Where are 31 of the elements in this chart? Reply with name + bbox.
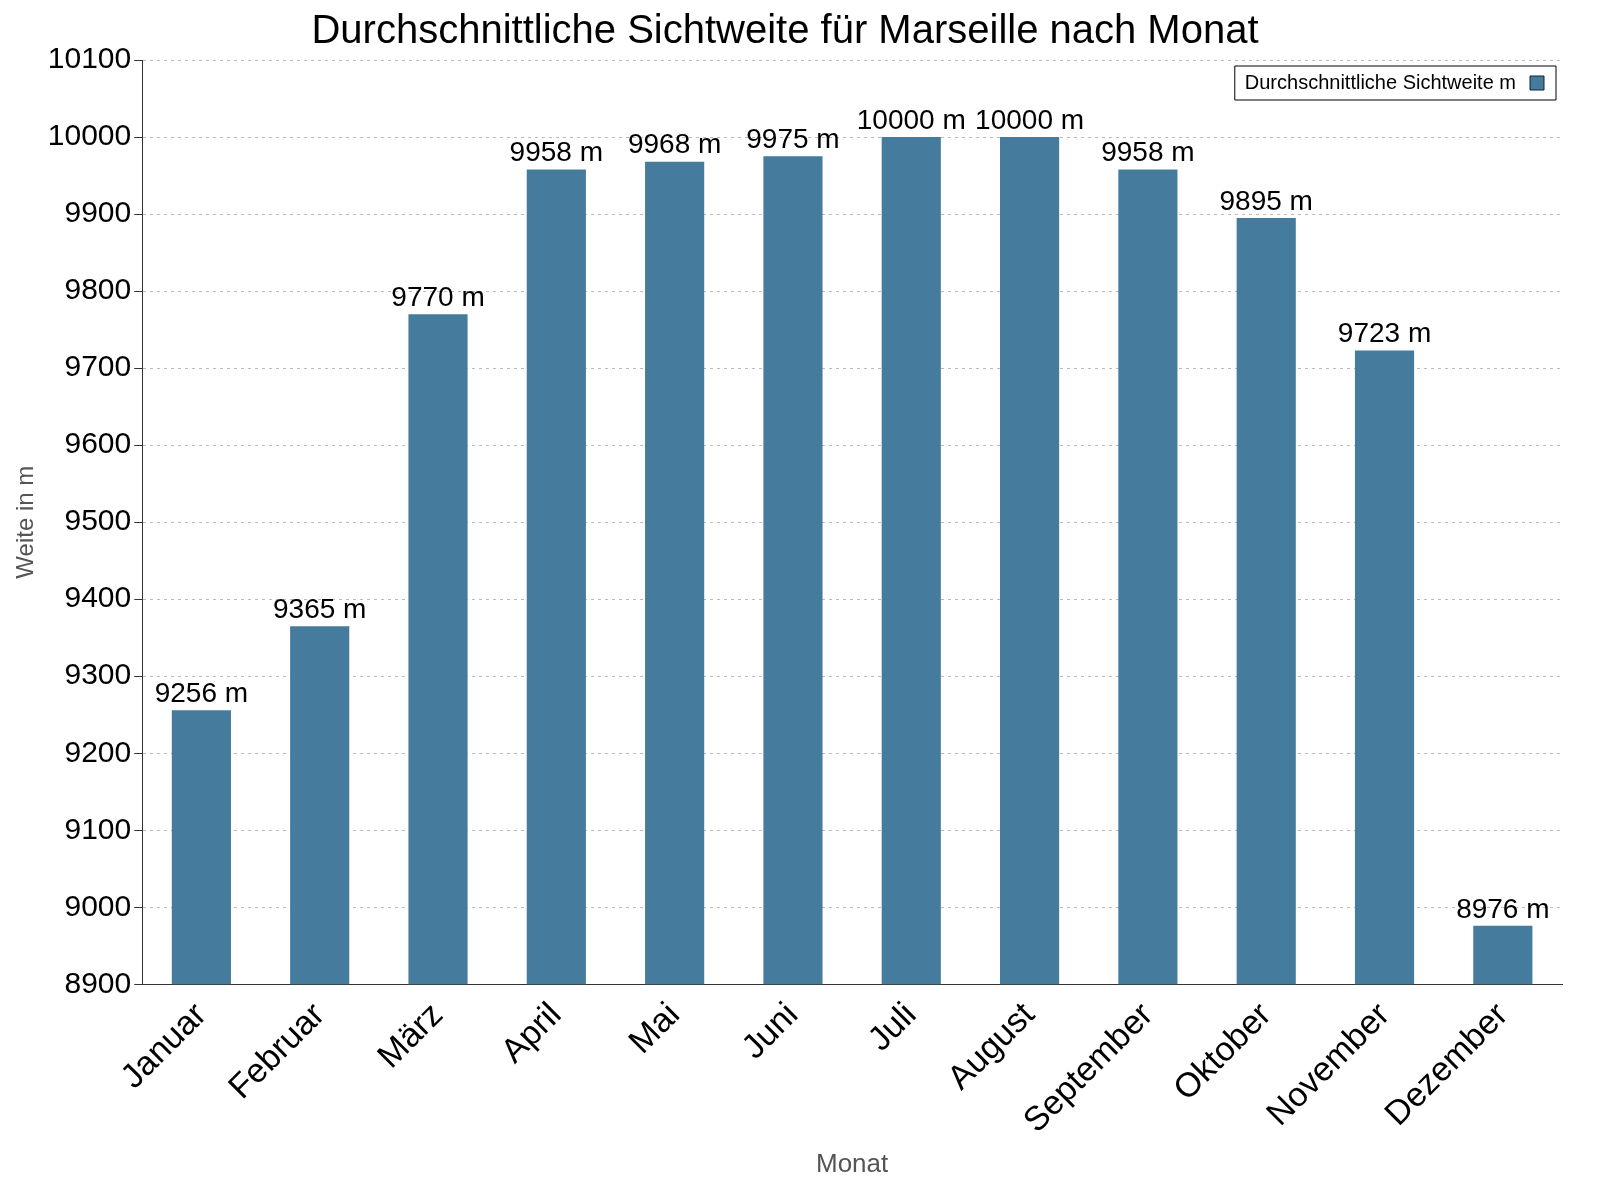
y-tick-label: 9600 — [64, 426, 132, 460]
data-label: 10000 m — [856, 103, 966, 135]
legend-label: Durchschnittliche Sichtweite m — [1244, 70, 1517, 93]
data-label: 9958 m — [509, 136, 604, 168]
data-label: 9770 m — [391, 280, 485, 312]
chart-title: Durchschnittliche Sichtweite für Marseille nach Monat — [311, 7, 1259, 52]
y-axis-title: Weite in m — [11, 465, 39, 579]
y-tick-label: 8900 — [64, 965, 132, 999]
x-tick-label: Mai — [620, 994, 687, 1061]
y-tick-label: 10000 — [47, 118, 132, 152]
x-tick-label: Juli — [859, 994, 923, 1058]
data-label: 9365 m — [272, 592, 367, 624]
y-tick-label: 9500 — [64, 503, 132, 537]
y-tick-label: 9900 — [64, 195, 132, 229]
data-label: 9958 m — [1101, 136, 1195, 168]
y-tick-label: 10100 — [47, 41, 132, 75]
y-tick-label: 9000 — [64, 888, 132, 922]
y-tick-label: 9200 — [64, 734, 132, 768]
y-tick-label: 9700 — [64, 349, 132, 383]
y-tick-label: 9300 — [64, 657, 132, 691]
data-label: 10000 m — [975, 103, 1085, 135]
y-tick-label: 9800 — [64, 272, 132, 306]
data-label: 9723 m — [1337, 317, 1432, 349]
y-tick-label: 9100 — [64, 811, 132, 845]
data-label: 9895 m — [1219, 184, 1313, 216]
x-axis-title: Monat — [815, 1147, 890, 1178]
y-tick-label: 9400 — [64, 580, 132, 614]
data-label: 8976 m — [1456, 892, 1550, 924]
data-label: 9256 m — [154, 676, 249, 708]
data-label: 9968 m — [627, 128, 722, 160]
data-label: 9975 m — [746, 123, 840, 154]
